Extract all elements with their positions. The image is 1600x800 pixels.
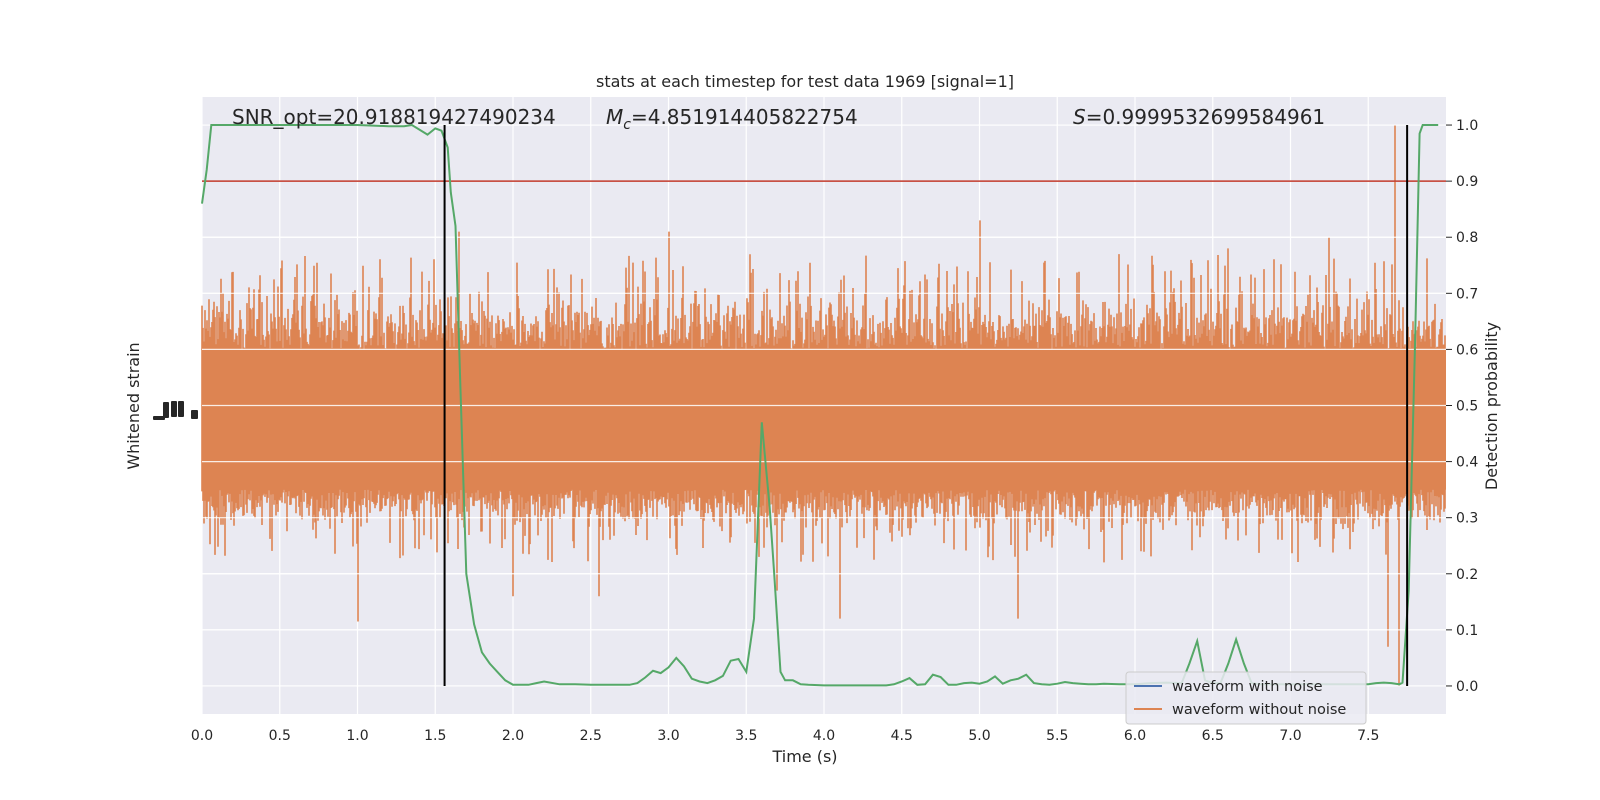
legend-entry-label: waveform without noise [1172,702,1346,718]
chirp-mass-subscript: c [623,117,631,133]
y-tick-label: 0.2 [1456,567,1478,583]
x-axis-label: Time (s) [771,747,837,766]
left-tick-glyph [178,401,184,417]
x-tick-label: 7.0 [1279,728,1301,744]
series-detection-probability [201,123,1439,687]
right-y-axis: 0.0 0.1 0.2 0.3 0.4 0.5 0.6 0.7 0.8 0.9 1.0 [1446,118,1478,695]
left-tick-glyph [153,416,165,420]
chart-title: stats at each timestep for test data 196… [596,72,1014,91]
x-tick-label: 2.0 [502,728,524,744]
y-tick-label: 1.0 [1456,118,1478,134]
vline-layer [443,125,1409,686]
score-symbol: S [1073,105,1086,129]
x-axis: 0.0 0.5 1.0 1.5 2.0 2.5 3.0 3.5 4.0 4.5 5.0 5.5 6.0 6… [191,728,1380,744]
y-tick-label: 0.8 [1456,230,1478,246]
x-tick-label: 1.5 [424,728,446,744]
chirp-mass-value: =4.851914405822754 [631,105,858,129]
left-tick-glyph [171,401,177,417]
x-tick-label: 2.5 [580,728,602,744]
x-tick-label: 3.0 [657,728,679,744]
x-tick-label: 7.5 [1357,728,1379,744]
y-tick-label: 0.4 [1456,455,1478,471]
x-tick-label: 1.0 [346,728,368,744]
y-tick-label: 0.6 [1456,342,1478,358]
legend-entry-label: waveform with noise [1172,679,1323,695]
x-tick-label: 4.0 [813,728,835,744]
snr-annotation: SNR_opt=20.918819427490234 [232,105,556,129]
left-tick-glyph [163,402,169,418]
legend: waveform with noise waveform without nois… [1125,671,1367,725]
y-tick-label: 0.7 [1456,286,1478,302]
score-annotation: S=0.9999532699584961 [1073,105,1325,129]
score-value: =0.9999532699584961 [1086,105,1325,129]
right-y-axis-label: Detection probability [1482,322,1501,490]
left-y-axis-ticks [153,401,198,420]
y-tick-label: 0.3 [1456,511,1478,527]
x-tick-label: 0.5 [269,728,291,744]
x-tick-label: 5.5 [1046,728,1068,744]
x-tick-label: 3.5 [735,728,757,744]
x-tick-label: 4.5 [891,728,913,744]
y-tick-label: 0.9 [1456,174,1478,190]
left-y-axis-label: Whitened strain [124,342,143,469]
y-tick-label: 0.0 [1456,679,1478,695]
y-tick-label: 0.5 [1456,399,1478,415]
strain-layer [201,124,1446,687]
probability-layer [201,123,1439,687]
y-tick-label: 0.1 [1456,623,1478,639]
left-tick-glyph [191,410,198,419]
strain-core-band [202,349,1446,490]
legend-box [1125,671,1367,725]
x-tick-label: 5.0 [968,728,990,744]
chirp-mass-symbol: M [606,105,623,129]
x-tick-label: 0.0 [191,728,213,744]
x-tick-label: 6.0 [1124,728,1146,744]
chirp-mass-annotation: Mc=4.851914405822754 [606,105,858,133]
x-tick-label: 6.5 [1202,728,1224,744]
